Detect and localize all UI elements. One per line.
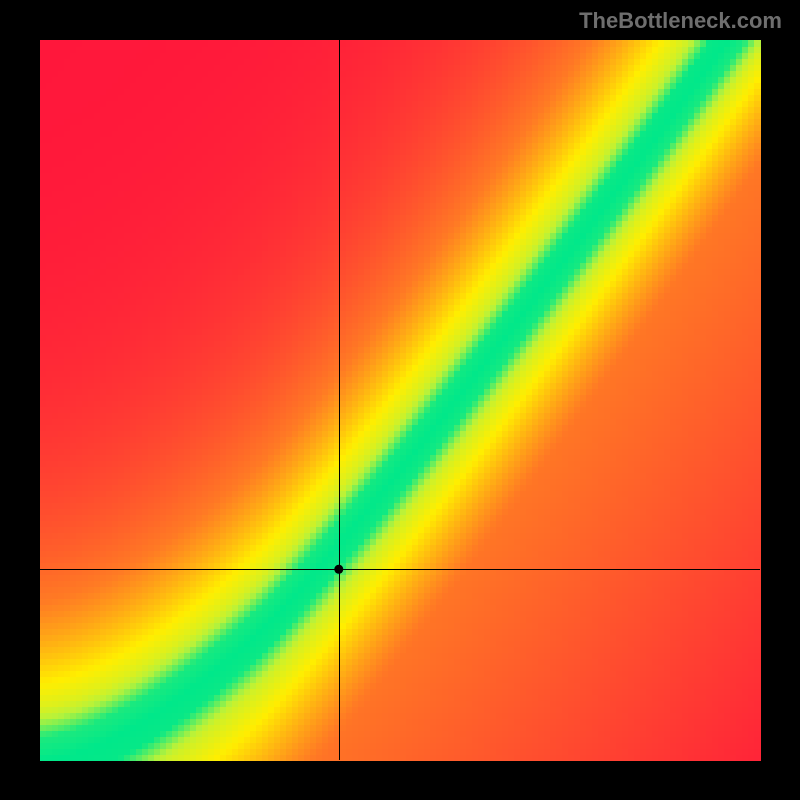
- bottleneck-heatmap: [0, 0, 800, 800]
- chart-container: TheBottleneck.com: [0, 0, 800, 800]
- watermark-text: TheBottleneck.com: [579, 8, 782, 34]
